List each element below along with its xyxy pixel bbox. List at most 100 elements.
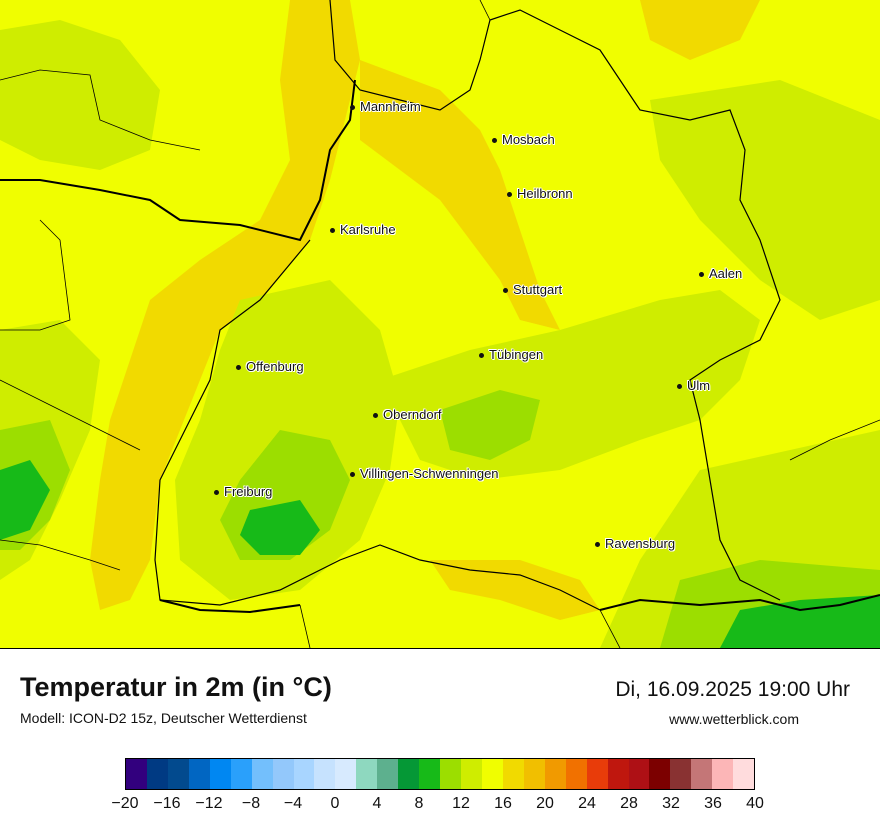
- forecast-datetime: Di, 16.09.2025 19:00 Uhr: [615, 678, 850, 701]
- colorbar-swatch: [335, 759, 357, 789]
- city-stuttgart: Stuttgart: [503, 282, 563, 297]
- colorbar-tick-label: −8: [241, 795, 261, 812]
- south-warm-area: [430, 560, 600, 620]
- colorbar-swatch: [523, 759, 545, 789]
- city-oberndorf: Oberndorf: [373, 407, 442, 422]
- colorbar-swatch: [670, 759, 692, 789]
- city-ravensburg: Ravensburg: [595, 536, 676, 551]
- city-villingen-schwenningen: Villingen-Schwenningen: [350, 466, 499, 481]
- city-tuebingen: Tübingen: [479, 347, 544, 362]
- city-marker: [373, 413, 378, 418]
- city-mannheim: Mannheim: [350, 99, 421, 114]
- city-marker: [330, 228, 335, 233]
- colorbar-swatch: [293, 759, 315, 789]
- colorbar-swatch: [712, 759, 734, 789]
- colorbar-tick-label: 20: [536, 795, 554, 812]
- odenwald-cool-area: [650, 80, 880, 320]
- city-aalen: Aalen: [699, 266, 743, 281]
- colorbar-tick-label: −4: [283, 795, 303, 812]
- colorbar-swatch: [188, 759, 210, 789]
- city-label: Stuttgart: [513, 282, 563, 297]
- alps-dark-green-area: [720, 595, 880, 648]
- north-east-warm-area: [640, 0, 760, 60]
- colorbar-tick-label: −16: [153, 795, 181, 812]
- city-label: Mosbach: [502, 132, 555, 147]
- city-label: Aalen: [709, 266, 743, 281]
- colorbar-swatch: [230, 759, 252, 789]
- colorbar-swatch: [586, 759, 608, 789]
- colorbar-tick-label: 40: [746, 795, 764, 812]
- colorbar-swatch: [167, 759, 189, 789]
- colorbar-swatch: [544, 759, 566, 789]
- city-label: Ulm: [687, 378, 711, 393]
- city-ulm: Ulm: [677, 378, 711, 393]
- colorbar-swatch: [146, 759, 168, 789]
- colorbar-swatch: [628, 759, 650, 789]
- map-svg: [0, 0, 880, 648]
- city-marker: [595, 542, 600, 547]
- city-marker: [236, 365, 241, 370]
- colorbar-swatch: [691, 759, 713, 789]
- colorbar-tick-label: 16: [494, 795, 512, 812]
- city-label: Freiburg: [224, 484, 273, 499]
- jura-green-area: [440, 390, 540, 460]
- colorbar-swatch: [733, 759, 755, 789]
- temperature-colorbar: [125, 758, 755, 790]
- city-label: Villingen-Schwenningen: [360, 466, 499, 481]
- colorbar-tick-label: 32: [662, 795, 680, 812]
- colorbar-swatch: [565, 759, 587, 789]
- map-title: Temperatur in 2m (in °C): [20, 672, 332, 702]
- city-label: Offenburg: [246, 359, 304, 374]
- city-marker: [479, 353, 484, 358]
- neckar-warm-area: [360, 60, 560, 330]
- colorbar-tick-label: −12: [195, 795, 223, 812]
- country-border: [0, 79, 880, 614]
- city-label: Heilbronn: [517, 186, 573, 201]
- city-marker: [492, 138, 497, 143]
- city-mosbach: Mosbach: [492, 132, 555, 147]
- colorbar-swatch: [398, 759, 420, 789]
- colorbar-tick-label: 12: [452, 795, 470, 812]
- city-marker: [699, 272, 704, 277]
- colorbar-swatch: [649, 759, 671, 789]
- city-label: Karlsruhe: [340, 222, 396, 237]
- vosges-dark-green-area: [0, 460, 50, 540]
- colorbar-swatch: [314, 759, 336, 789]
- city-marker: [507, 192, 512, 197]
- colorbar-swatch: [607, 759, 629, 789]
- city-marker: [503, 288, 508, 293]
- colorbar-swatch: [461, 759, 482, 789]
- city-marker: [677, 384, 682, 389]
- colorbar-swatch: [209, 759, 231, 789]
- colorbar-swatch: [502, 759, 524, 789]
- colorbar-ticks: −20 −16 −12 −8 −4 0 4 8 12 16 20 24 28 32 36 40: [111, 795, 763, 817]
- model-info: Modell: ICON-D2 15z, Deutscher Wetterdie…: [20, 710, 307, 726]
- colorbar-tick-label: 36: [704, 795, 722, 812]
- colorbar-tick-label: 8: [414, 795, 424, 812]
- colorbar-swatch: [126, 759, 147, 789]
- colorbar-tick-label: 24: [578, 795, 596, 812]
- west-cool-area: [0, 20, 160, 170]
- city-heilbronn: Heilbronn: [507, 186, 573, 201]
- temperature-map: Mannheim Mosbach Heilbronn Karlsruhe Aal…: [0, 0, 880, 649]
- colorbar-swatch: [440, 759, 461, 789]
- city-offenburg: Offenburg: [236, 359, 304, 374]
- city-label: Mannheim: [360, 99, 421, 114]
- colorbar-swatch: [251, 759, 273, 789]
- city-label: Ravensburg: [605, 536, 676, 551]
- city-karlsruhe: Karlsruhe: [330, 222, 396, 237]
- rhine-valley-warm-area: [90, 0, 360, 610]
- region-lines: [0, 0, 880, 648]
- city-label: Tübingen: [489, 347, 544, 362]
- state-border: [154, 0, 781, 611]
- city-freiburg: Freiburg: [214, 484, 273, 499]
- colorbar-swatch: [419, 759, 441, 789]
- website-link[interactable]: www.wetterblick.com: [669, 711, 799, 727]
- colorbar-tick-label: −20: [111, 795, 139, 812]
- colorbar-tick-label: 0: [330, 795, 340, 812]
- colorbar-tick-label: 28: [620, 795, 638, 812]
- colorbar-swatch: [377, 759, 399, 789]
- colorbar-swatch: [356, 759, 378, 789]
- city-marker: [350, 105, 355, 110]
- city-marker: [350, 472, 355, 477]
